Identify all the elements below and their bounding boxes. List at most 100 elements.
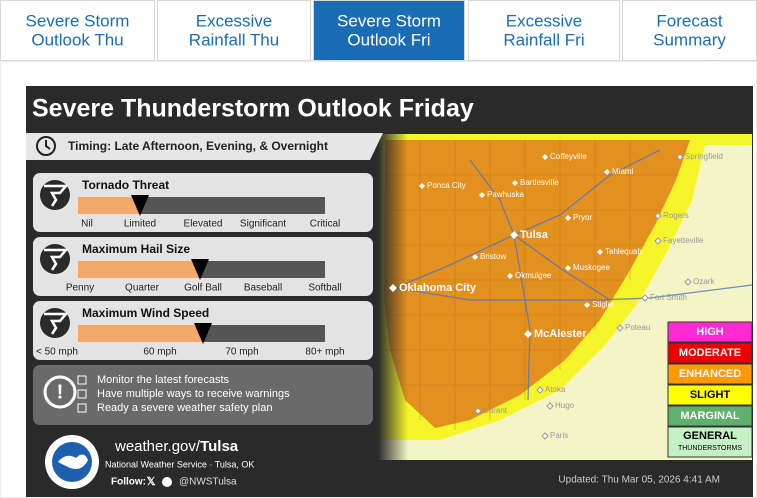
footer-handle[interactable]: @NWSTulsa [179,477,237,488]
tab-background[interactable] [157,0,311,61]
city-label: Fayetteville [663,236,704,245]
tab-background[interactable] [622,0,757,61]
gauge-low [78,261,200,278]
threat-icon-bg [40,308,70,338]
tab-label[interactable]: Rainfall Thu [189,30,279,49]
gauge-label: Baseball [244,283,282,294]
threat-icon [44,312,69,335]
city-label: Springfield [685,152,723,161]
threat-icon [44,184,69,207]
city-label: Bartlesville [520,178,559,187]
tab-background[interactable] [468,0,620,61]
city-label: Miami [612,167,634,176]
threat-icon [44,248,69,271]
city-dot [510,231,518,239]
city-label: Paris [550,431,568,440]
enhanced-area [384,140,690,428]
tab-label[interactable]: Severe Storm [337,11,441,30]
legend: HIGH MODERATE ENHANCED SLIGHT MARGINAL GENERA… [667,321,753,458]
city-label: Pryor [573,213,592,222]
city-dot [546,402,554,410]
legend-swatch [667,426,753,458]
city-dot [542,154,548,160]
tab-label[interactable]: Forecast [656,11,722,30]
gauge-label: Elevated [184,219,223,230]
threat-icon-bg [40,244,70,274]
tab-label[interactable]: Outlook Thu [31,30,123,49]
city-dot [604,169,610,175]
legend-swatch [667,405,753,427]
gauge-low [78,197,140,214]
city-label: Pawhuska [487,190,524,199]
gauge-high [140,197,325,214]
footer-site: weather.gov/Tulsa [114,438,239,455]
note-text: Monitor the latest forecasts [97,374,230,386]
city-label: Fort Smith [650,293,687,302]
city-dot [507,273,513,279]
city-label: Tulsa [520,229,549,241]
threat-title: Maximum Wind Speed [82,306,209,320]
nws-logo-cloud [58,454,88,469]
gauge-label: 80+ mph [305,347,344,358]
city-dot [524,330,532,338]
gauge-high [203,325,325,342]
city-dot [536,386,544,394]
city-label: Poteau [625,323,650,332]
legend-label: HIGH [696,326,724,338]
alert-icon [43,375,77,409]
tab-label[interactable]: Summary [653,30,726,49]
x-icon[interactable]: 𝕏 [147,476,156,488]
county-lines [385,140,680,430]
city-dot [654,237,662,245]
gauge-low [78,325,203,342]
notes-panel [33,365,373,425]
legend-label: MODERATE [679,347,741,359]
gauge-label: Penny [66,283,94,294]
city-dot [472,254,478,260]
tab-background[interactable] [0,0,155,61]
tab-label[interactable]: Excessive [506,11,583,30]
tab-label[interactable]: Severe Storm [26,11,130,30]
graphic-title: Severe Thunderstorm Outlook Friday [32,95,474,123]
city-dot [565,265,571,271]
gauge-pointer [131,195,149,216]
tab-label[interactable]: Excessive [196,11,273,30]
note-checkbox [77,375,87,385]
threat-panel: Maximum Hail Size Penny Quarter Golf Ball Ba… [33,237,373,296]
city-dot [616,324,624,332]
city-dot [676,153,684,161]
city-label: Coffeyville [550,152,587,161]
facebook-icon[interactable] [162,477,172,487]
legend-swatch [667,342,753,364]
tab-label[interactable]: Outlook Fri [347,30,430,49]
clock-hands [45,140,51,150]
map [378,134,752,460]
city-dot [541,432,549,440]
city-label: Durant [483,406,508,415]
legend-sublabel: THUNDERSTORMS [678,445,742,452]
gauge-label: 70 mph [225,347,258,358]
threat-title: Tornado Threat [82,178,169,192]
note-text: Have multiple ways to receive warnings [97,388,290,400]
timing-text: Timing: Late Afternoon, Evening, & Overn… [68,139,328,153]
city-label: Ozark [693,277,715,286]
city-dot [512,180,518,186]
city-label: Tahlequah [605,247,642,256]
city-label: Hugo [555,401,575,410]
note-text: Ready a severe weather safety plan [97,402,273,414]
gauge-label: < 50 mph [36,347,78,358]
city-label: Okmulgee [515,271,552,280]
tab-background[interactable] [313,0,465,61]
alert-mark: ! [57,381,64,403]
tab-label[interactable]: Rainfall Fri [503,30,584,49]
gauge-label: 60 mph [143,347,176,358]
legend-label: MARGINAL [680,410,740,422]
